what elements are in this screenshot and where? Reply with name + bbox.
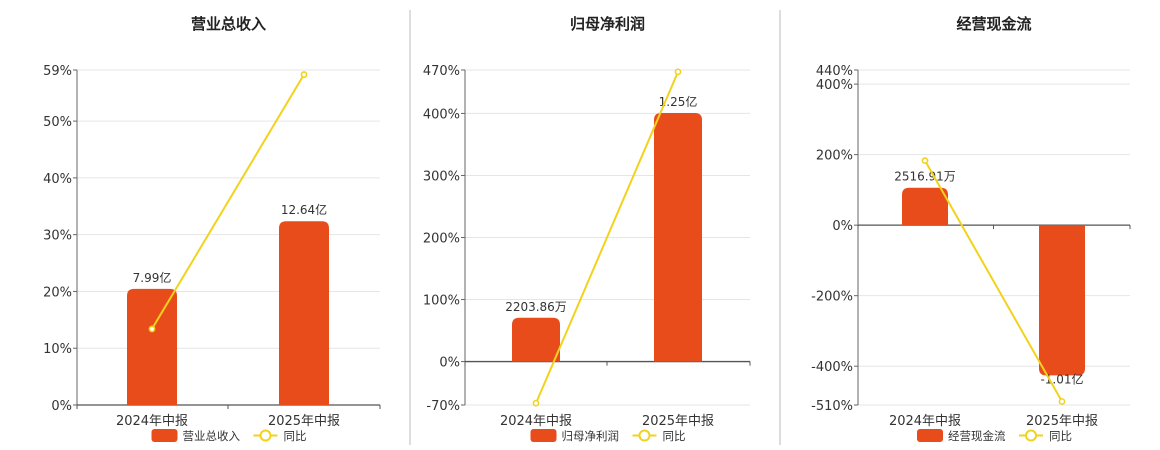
chart-1-bar-2 bbox=[279, 221, 329, 405]
chart-1-yoy-point-2 bbox=[300, 71, 308, 78]
chart-3-x-label-1: 2024年中报 bbox=[889, 414, 961, 429]
chart-1-title: 营业总收入 bbox=[191, 15, 266, 33]
chart-1-ytick-label-1: 10% bbox=[43, 342, 72, 357]
chart-2-ytick-label-2: 100% bbox=[423, 294, 460, 309]
chart-3-ytick-label-0: -510% bbox=[811, 399, 853, 414]
chart-2-legend-bar-swatch bbox=[530, 429, 557, 442]
chart-1-x-label-1: 2024年中报 bbox=[116, 414, 188, 429]
chart-2-yoy-line bbox=[535, 71, 679, 404]
chart-2-bar-label-1: 2203.86万 bbox=[505, 300, 567, 314]
chart-2-yoy-point-1 bbox=[532, 399, 540, 407]
chart-2-legend-line-label: 同比 bbox=[663, 429, 686, 443]
chart-2-bar-2 bbox=[654, 113, 702, 362]
chart-3-yoy-point-1 bbox=[921, 157, 929, 165]
chart-1-ytick-label-4: 40% bbox=[43, 172, 72, 187]
chart-3-yoy-point-2 bbox=[1058, 398, 1066, 405]
chart-2-legend-line-marker bbox=[638, 429, 651, 442]
chart-1-legend-bar-swatch bbox=[151, 429, 178, 442]
chart-3-yoy-line bbox=[924, 160, 1063, 402]
chart-1-x-label-2: 2025年中报 bbox=[268, 414, 340, 429]
chart-3-x-label-2: 2025年中报 bbox=[1026, 414, 1098, 429]
chart-1-bar-label-2: 12.64亿 bbox=[281, 202, 327, 217]
chart-3-bar-1 bbox=[902, 187, 948, 226]
chart-3-bar-2 bbox=[1039, 225, 1085, 376]
chart-3-ytick-label-4: 200% bbox=[816, 149, 853, 164]
chart-1-yoy-line bbox=[151, 74, 305, 330]
chart-3-ytick-label-3: 0% bbox=[832, 219, 853, 234]
chart-3-ytick-label-5: 400% bbox=[816, 78, 853, 93]
chart-1-ytick-label-2: 20% bbox=[43, 285, 72, 300]
chart-2-ytick-label-5: 400% bbox=[423, 107, 460, 122]
chart-1-ytick-label-3: 30% bbox=[43, 229, 72, 244]
chart-2-x-label-1: 2024年中报 bbox=[500, 414, 572, 429]
chart-3-legend-bar-swatch bbox=[917, 429, 943, 442]
chart-2-ytick-label-0: -70% bbox=[426, 399, 460, 414]
chart-2-ytick-label-3: 200% bbox=[423, 232, 460, 247]
chart-3-legend-line-marker bbox=[1025, 429, 1037, 442]
chart-1-legend-line-marker bbox=[259, 429, 272, 442]
chart-3-ytick-label-1: -400% bbox=[811, 360, 853, 375]
chart-2-ytick-label-4: 300% bbox=[423, 169, 460, 184]
chart-2-legend-bar-label: 归母净利润 bbox=[562, 429, 620, 443]
chart-3-bar-label-1: 2516.91万 bbox=[894, 170, 956, 184]
chart-1-ytick-label-0: 0% bbox=[51, 399, 72, 414]
chart-1-legend-bar-label: 营业总收入 bbox=[183, 429, 241, 443]
chart-2-bar-label-2: 1.25亿 bbox=[659, 94, 698, 109]
chart-1-legend-line-label: 同比 bbox=[284, 429, 307, 443]
chart-3-ytick-label-6: 440% bbox=[816, 64, 853, 79]
chart-3-legend-line-label: 同比 bbox=[1049, 429, 1072, 443]
chart-1-ytick-label-6: 59% bbox=[43, 64, 72, 79]
chart-2-title: 归母净利润 bbox=[570, 15, 645, 33]
chart-1-bar-1 bbox=[127, 288, 177, 405]
chart-1-yoy-point-1 bbox=[148, 325, 156, 333]
chart-2-ytick-label-6: 470% bbox=[423, 64, 460, 79]
chart-2-bar-1 bbox=[512, 317, 560, 362]
chart-2-yoy-point-2 bbox=[674, 68, 682, 76]
chart-1-ytick-label-5: 50% bbox=[43, 115, 72, 130]
chart-3-title: 经营现金流 bbox=[956, 15, 1031, 33]
chart-3-ytick-label-2: -200% bbox=[811, 290, 853, 305]
chart-2-ytick-label-1: 0% bbox=[439, 356, 460, 371]
chart-2-x-label-2: 2025年中报 bbox=[642, 414, 714, 429]
chart-1-bar-label-1: 7.99亿 bbox=[133, 270, 172, 285]
chart-3-legend-bar-label: 经营现金流 bbox=[948, 429, 1006, 443]
